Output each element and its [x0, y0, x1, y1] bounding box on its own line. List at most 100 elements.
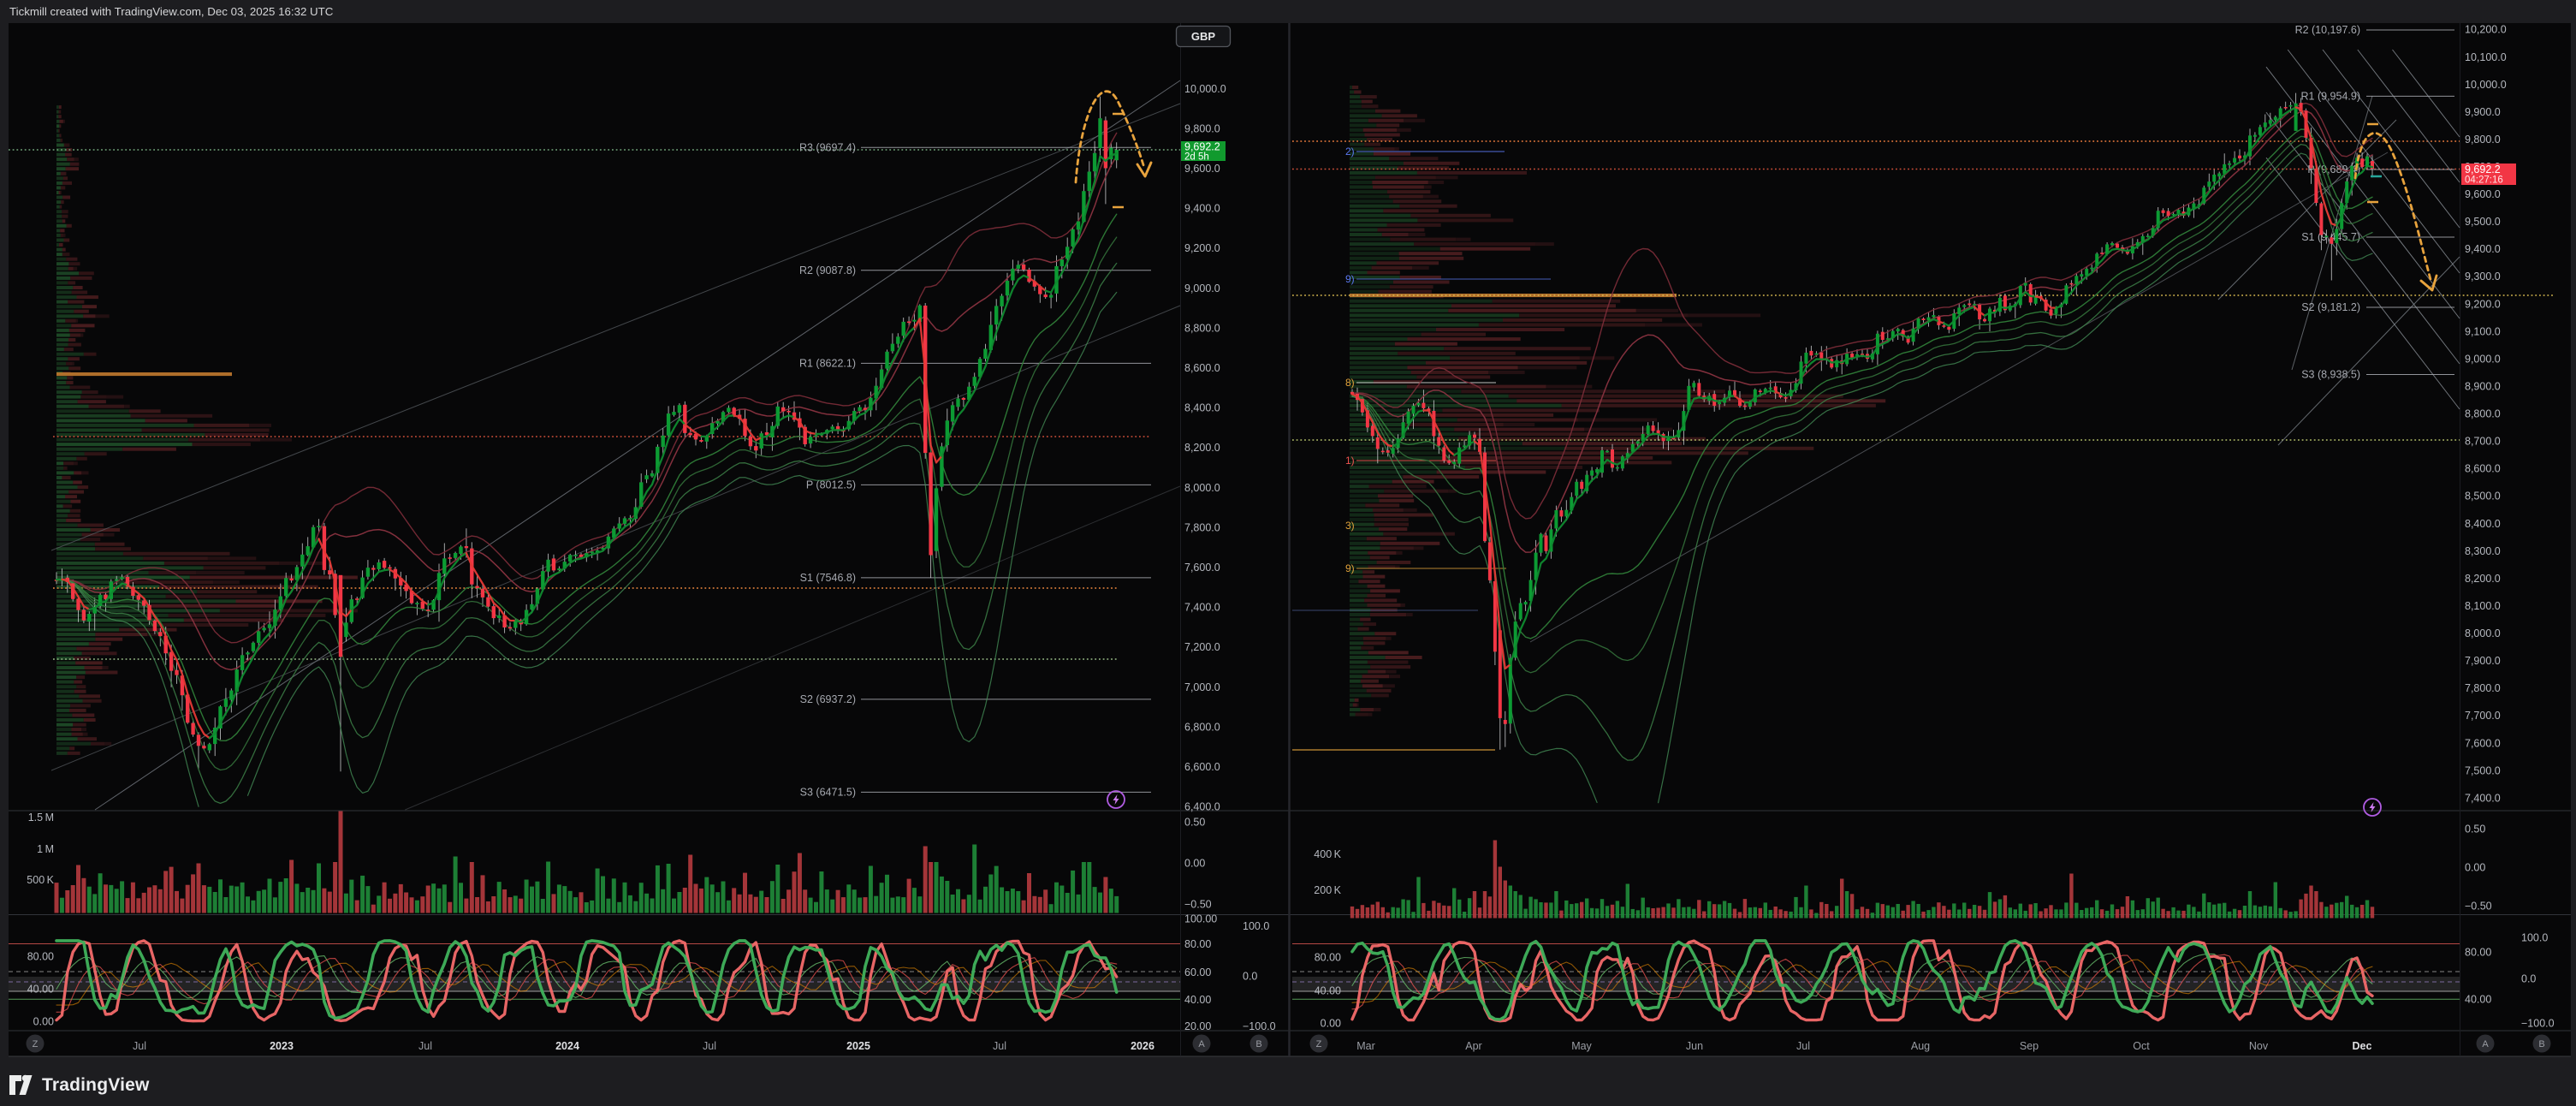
svg-text:80.00: 80.00 [2465, 947, 2491, 959]
svg-text:A: A [2482, 1039, 2489, 1050]
svg-text:8,500.0: 8,500.0 [2465, 491, 2501, 502]
svg-text:9,000.0: 9,000.0 [1184, 282, 1220, 294]
svg-text:−100.0: −100.0 [1243, 1020, 1276, 1032]
svg-text:R2 (9087.8): R2 (9087.8) [799, 265, 856, 276]
svg-text:May: May [1571, 1040, 1592, 1052]
svg-text:Jul: Jul [703, 1040, 716, 1052]
svg-text:0.00: 0.00 [2465, 862, 2485, 874]
svg-text:S1 (9,445.7): S1 (9,445.7) [2301, 231, 2360, 243]
svg-text:0.0: 0.0 [2521, 973, 2536, 985]
svg-text:1.5 M: 1.5 M [28, 812, 54, 824]
svg-text:R3 (9697.4): R3 (9697.4) [799, 141, 856, 153]
svg-text:B: B [2538, 1039, 2544, 1050]
svg-text:8,400.0: 8,400.0 [1184, 402, 1220, 414]
svg-text:40.00: 40.00 [1315, 985, 1341, 997]
svg-text:9,000.0: 9,000.0 [2465, 353, 2501, 365]
svg-text:9,400.0: 9,400.0 [2465, 243, 2501, 255]
svg-text:8,600.0: 8,600.0 [1184, 362, 1220, 374]
svg-text:7,200.0: 7,200.0 [1184, 641, 1220, 653]
svg-text:0.50: 0.50 [1184, 817, 1205, 829]
svg-text:Jul: Jul [133, 1040, 146, 1052]
svg-text:9): 9) [1345, 273, 1355, 285]
svg-text:500 K: 500 K [27, 874, 54, 886]
svg-text:7,800.0: 7,800.0 [1184, 521, 1220, 533]
svg-text:9): 9) [1345, 562, 1355, 574]
svg-text:8,200.0: 8,200.0 [1184, 442, 1220, 454]
svg-text:9,400.0: 9,400.0 [1184, 203, 1220, 215]
svg-text:8,300.0: 8,300.0 [2465, 545, 2501, 557]
svg-text:R2 (10,197.6): R2 (10,197.6) [2295, 24, 2360, 36]
svg-text:Mar: Mar [1356, 1040, 1375, 1052]
svg-text:1 M: 1 M [37, 843, 54, 855]
svg-text:10,200.0: 10,200.0 [2465, 24, 2507, 36]
svg-text:Nov: Nov [2249, 1040, 2269, 1052]
svg-text:8,900.0: 8,900.0 [2465, 381, 2501, 393]
svg-text:S2 (6937.2): S2 (6937.2) [800, 693, 856, 705]
svg-text:100.0: 100.0 [2521, 932, 2548, 944]
svg-text:10,000.0: 10,000.0 [1184, 83, 1226, 95]
svg-text:Jun: Jun [1686, 1040, 1703, 1052]
svg-text:200 K: 200 K [1314, 884, 1341, 896]
svg-text:20.00: 20.00 [1184, 1020, 1211, 1032]
svg-text:S1 (7546.8): S1 (7546.8) [800, 572, 856, 584]
svg-text:6,600.0: 6,600.0 [1184, 761, 1220, 773]
svg-text:8): 8) [1345, 377, 1355, 389]
svg-text:8,000.0: 8,000.0 [1184, 482, 1220, 494]
svg-text:7,400.0: 7,400.0 [2465, 792, 2501, 804]
svg-text:Z: Z [1316, 1039, 1322, 1050]
svg-text:S3 (6471.5): S3 (6471.5) [800, 786, 856, 798]
svg-text:9,600.0: 9,600.0 [2465, 188, 2501, 200]
svg-text:9,600.0: 9,600.0 [1184, 163, 1220, 175]
svg-text:9,900.0: 9,900.0 [2465, 106, 2501, 118]
svg-text:400 K: 400 K [1314, 848, 1341, 860]
svg-text:S2 (9,181.2): S2 (9,181.2) [2301, 301, 2360, 313]
svg-text:Dec: Dec [2353, 1040, 2372, 1052]
svg-text:R1 (8622.1): R1 (8622.1) [799, 357, 856, 369]
svg-text:6,400.0: 6,400.0 [1184, 801, 1220, 813]
svg-text:9,692.2: 9,692.2 [2465, 164, 2501, 175]
svg-text:8,600.0: 8,600.0 [2465, 463, 2501, 475]
svg-text:R1 (9,954.9): R1 (9,954.9) [2301, 90, 2360, 102]
svg-text:7,500.0: 7,500.0 [2465, 764, 2501, 776]
svg-text:2025: 2025 [846, 1040, 870, 1052]
svg-text:10,100.0: 10,100.0 [2465, 51, 2507, 63]
svg-text:7,600.0: 7,600.0 [1184, 562, 1220, 574]
svg-text:−100.0: −100.0 [2521, 1018, 2555, 1030]
svg-text:9,100.0: 9,100.0 [2465, 325, 2501, 337]
svg-text:8,200.0: 8,200.0 [2465, 573, 2501, 585]
svg-text:60.00: 60.00 [1184, 966, 1211, 978]
svg-text:8,800.0: 8,800.0 [1184, 322, 1220, 334]
svg-text:80.00: 80.00 [27, 951, 54, 963]
svg-text:40.00: 40.00 [27, 984, 54, 996]
svg-text:7,000.0: 7,000.0 [1184, 681, 1220, 693]
svg-text:Jul: Jul [993, 1040, 1006, 1052]
svg-text:2023: 2023 [270, 1040, 294, 1052]
svg-text:B: B [1255, 1039, 1261, 1050]
svg-text:0.00: 0.00 [1184, 858, 1205, 870]
svg-text:0.00: 0.00 [33, 1016, 54, 1028]
svg-text:Apr: Apr [1465, 1040, 1481, 1052]
svg-text:−0.50: −0.50 [2465, 901, 2492, 913]
svg-text:2d 5h: 2d 5h [1184, 152, 1209, 163]
svg-text:40.00: 40.00 [1184, 994, 1211, 1006]
svg-text:Sep: Sep [2020, 1040, 2039, 1052]
svg-text:9,200.0: 9,200.0 [1184, 242, 1220, 254]
svg-text:−0.50: −0.50 [1184, 899, 1212, 911]
svg-text:9,300.0: 9,300.0 [2465, 271, 2501, 282]
svg-text:S3 (8,938.5): S3 (8,938.5) [2301, 369, 2360, 381]
svg-text:Jul: Jul [1796, 1040, 1810, 1052]
svg-text:2): 2) [1345, 146, 1355, 158]
svg-text:9,200.0: 9,200.0 [2465, 298, 2501, 310]
svg-text:Z: Z [33, 1039, 39, 1050]
svg-text:7,800.0: 7,800.0 [2465, 682, 2501, 694]
svg-text:6,800.0: 6,800.0 [1184, 721, 1220, 733]
svg-text:10,000.0: 10,000.0 [2465, 79, 2507, 91]
svg-text:A: A [1198, 1039, 1205, 1050]
svg-text:9,800.0: 9,800.0 [2465, 134, 2501, 146]
svg-text:0.00: 0.00 [1321, 1018, 1341, 1030]
svg-text:7,600.0: 7,600.0 [2465, 737, 2501, 749]
svg-text:8,000.0: 8,000.0 [2465, 627, 2501, 639]
svg-text:9,692.2: 9,692.2 [1184, 141, 1220, 153]
svg-text:7,400.0: 7,400.0 [1184, 602, 1220, 614]
svg-text:Jul: Jul [418, 1040, 432, 1052]
